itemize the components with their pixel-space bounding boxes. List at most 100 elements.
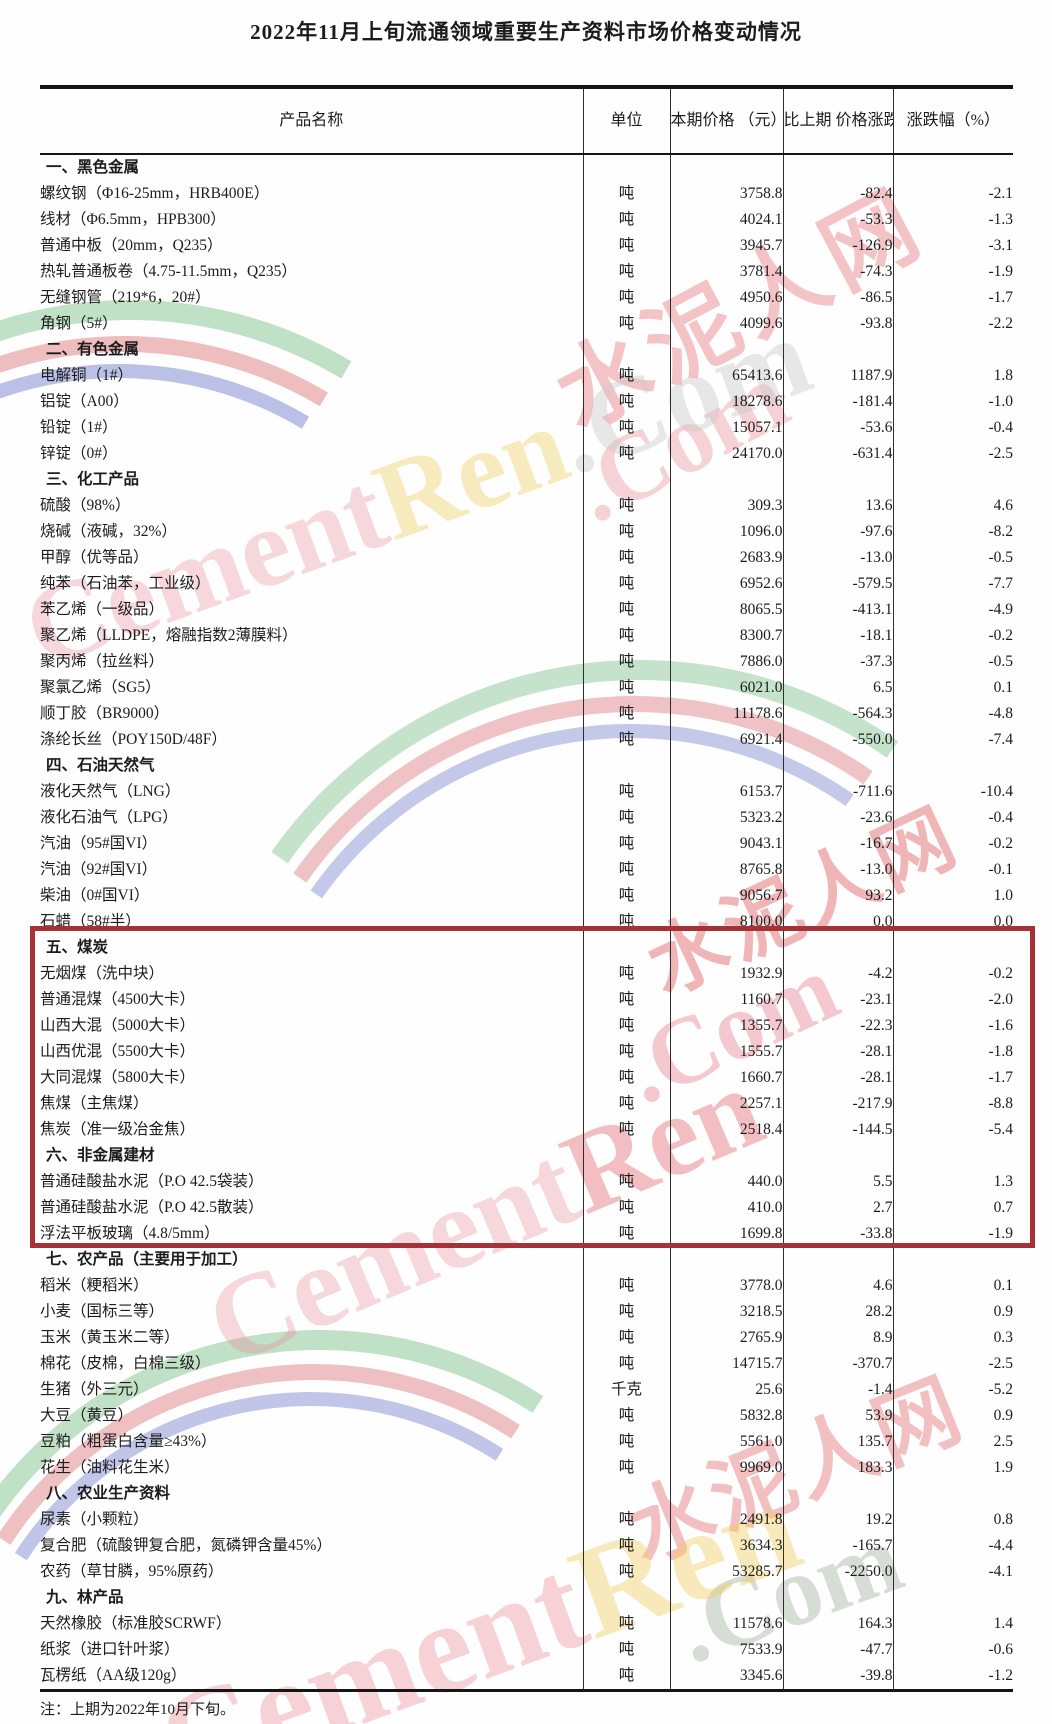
price-cell: 65413.6 [670, 363, 784, 389]
price-cell: 9969.0 [670, 1455, 784, 1481]
unit-cell: 吨 [583, 805, 671, 831]
product-row: 顺丁胶（BR9000）吨 11178.6 -564.3 -4.8 [40, 701, 1013, 727]
table-body: 一、黑色金属 螺纹钢（Φ16-25mm，HRB400E）吨 3758.8 -82.4-… [40, 154, 1013, 1691]
product-name-cell: 铝锭（A00） [40, 389, 584, 415]
table-header: 产品名称 单位 本期价格 （元） 比上期 价格涨跌 （元） 涨跌幅（%） [40, 87, 1013, 155]
product-name-cell: 九、林产品 [40, 1585, 584, 1611]
price-cell [670, 337, 784, 363]
unit-cell: 吨 [583, 727, 671, 753]
product-row: 无缝钢管（219*6，20#）吨 4950.6 -86.5 -1.7 [40, 285, 1013, 311]
product-name-cell: 顺丁胶（BR9000） [40, 701, 584, 727]
change-cell: -39.8 [783, 1663, 894, 1691]
product-row: 铝锭（A00）吨 18278.6 -181.4 -1.0 [40, 389, 1013, 415]
product-row: 焦炭（准一级冶金焦）吨 2518.4 -144.5 -5.4 [40, 1117, 1013, 1143]
pct-cell: 1.0 [993, 887, 1013, 904]
product-row: 液化石油气（LPG）吨 5323.2 -23.6 -0.4 [40, 805, 1013, 831]
product-name-cell: 复合肥（硫酸钾复合肥，氮磷钾含量45%） [40, 1533, 584, 1559]
product-name-cell: 一、黑色金属 [40, 154, 584, 181]
price-cell: 8765.8 [670, 857, 784, 883]
product-name-cell: 豆粕（粗蛋白含量≥43%） [40, 1429, 584, 1455]
product-name-cell: 七、农产品（主要用于加工） [40, 1247, 584, 1273]
pct-cell: -5.4 [988, 1121, 1013, 1138]
change-cell: -53.6 [783, 415, 894, 441]
price-cell: 7886.0 [670, 649, 784, 675]
product-name-cell: 线材（Φ6.5mm，HPB300） [40, 207, 584, 233]
unit-cell: 吨 [583, 545, 671, 571]
unit-cell: 吨 [583, 675, 671, 701]
price-cell: 1699.8 [670, 1221, 784, 1247]
pct-cell: -0.1 [988, 861, 1013, 878]
section-header-row: 六、非金属建材 [40, 1143, 1013, 1169]
price-cell: 11578.6 [670, 1611, 784, 1637]
product-row: 焦煤（主焦煤）吨 2257.1 -217.9 -8.8 [40, 1091, 1013, 1117]
product-row: 花生（油料花生米）吨 9969.0 183.3 1.9 [40, 1455, 1013, 1481]
pct-cell: -5.2 [988, 1381, 1013, 1398]
change-cell: -74.3 [783, 259, 894, 285]
product-row: 角钢（5#）吨 4099.6 -93.8 -2.2 [40, 311, 1013, 337]
change-cell: -413.1 [783, 597, 894, 623]
price-cell: 1660.7 [670, 1065, 784, 1091]
unit-cell: 吨 [583, 233, 671, 259]
product-name-cell: 液化石油气（LPG） [40, 805, 584, 831]
product-row: 电解铜（1#）吨 65413.6 1187.9 1.8 [40, 363, 1013, 389]
pct-cell: -2.1 [988, 185, 1013, 202]
change-cell: 13.6 [783, 493, 894, 519]
section-header-row: 四、石油天然气 [40, 753, 1013, 779]
product-row: 硫酸（98%）吨 309.3 13.6 4.6 [40, 493, 1013, 519]
product-row: 小麦（国标三等）吨 3218.5 28.2 0.9 [40, 1299, 1013, 1325]
price-cell: 9056.7 [670, 883, 784, 909]
unit-cell: 吨 [583, 1039, 671, 1065]
product-name-cell: 柴油（0#国VI） [40, 883, 584, 909]
price-cell: 14715.7 [670, 1351, 784, 1377]
change-cell: -1.4 [783, 1377, 894, 1403]
change-cell: -631.4 [783, 441, 894, 467]
change-cell: -564.3 [783, 701, 894, 727]
pct-cell: 1.4 [993, 1615, 1013, 1632]
pct-cell [893, 467, 1013, 493]
highlight-box [30, 926, 1035, 1248]
price-cell: 9043.1 [670, 831, 784, 857]
unit-cell: 吨 [583, 1559, 671, 1585]
change-cell [783, 935, 894, 961]
product-name-cell: 五、煤炭 [40, 935, 584, 961]
change-cell [783, 1585, 894, 1611]
product-name-cell: 山西优混（5500大卡） [40, 1039, 584, 1065]
product-name-cell: 焦炭（准一级冶金焦） [40, 1117, 584, 1143]
price-cell [670, 1481, 784, 1507]
price-cell: 6921.4 [670, 727, 784, 753]
product-name-cell: 螺纹钢（Φ16-25mm，HRB400E） [40, 181, 584, 207]
pct-cell: 2.5 [993, 1433, 1013, 1450]
product-name-cell: 普通硅酸盐水泥（P.O 42.5袋装） [40, 1169, 584, 1195]
pct-cell: 1.3 [993, 1173, 1013, 1190]
col-header-unit: 单位 [583, 87, 671, 155]
pct-cell [893, 154, 1013, 181]
unit-cell: 吨 [583, 389, 671, 415]
product-row: 纯苯（石油苯，工业级）吨 6952.6 -579.5 -7.7 [40, 571, 1013, 597]
pct-cell [893, 753, 1013, 779]
pct-cell: 0.8 [993, 1511, 1013, 1528]
change-cell: -550.0 [783, 727, 894, 753]
pct-cell: 0.3 [993, 1329, 1013, 1346]
change-cell [783, 154, 894, 181]
unit-cell: 吨 [583, 1611, 671, 1637]
price-cell: 3758.8 [670, 181, 784, 207]
pct-cell: -1.7 [988, 289, 1013, 306]
product-row: 烧碱（液碱，32%）吨 1096.0 -97.6 -8.2 [40, 519, 1013, 545]
product-row: 汽油（92#国VI）吨 8765.8 -13.0 -0.1 [40, 857, 1013, 883]
price-cell: 3218.5 [670, 1299, 784, 1325]
pct-cell: -0.2 [988, 627, 1013, 644]
product-name-cell: 普通混煤（4500大卡） [40, 987, 584, 1013]
product-name-cell: 山西大混（5000大卡） [40, 1013, 584, 1039]
product-row: 锌锭（0#）吨 24170.0 -631.4 -2.5 [40, 441, 1013, 467]
price-cell: 53285.7 [670, 1559, 784, 1585]
product-name-cell: 小麦（国标三等） [40, 1299, 584, 1325]
unit-cell: 吨 [583, 415, 671, 441]
product-row: 苯乙烯（一级品）吨 8065.5 -413.1 -4.9 [40, 597, 1013, 623]
pct-cell: -4.4 [988, 1537, 1013, 1554]
change-cell: 6.5 [783, 675, 894, 701]
product-row: 棉花（皮棉，白棉三级）吨 14715.7 -370.7 -2.5 [40, 1351, 1013, 1377]
pct-cell: -1.7 [988, 1069, 1013, 1086]
price-cell: 1355.7 [670, 1013, 784, 1039]
product-name-cell: 天然橡胶（标准胶SCRWF） [40, 1611, 584, 1637]
